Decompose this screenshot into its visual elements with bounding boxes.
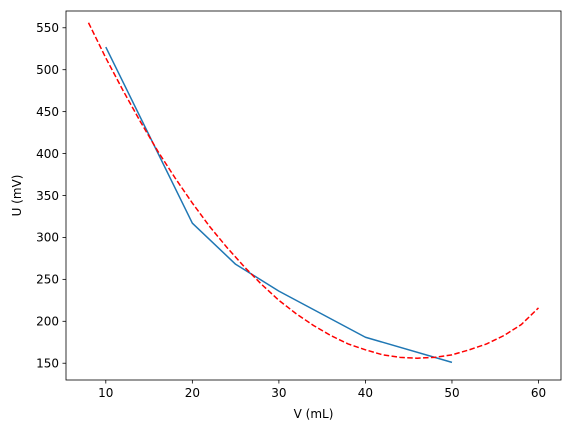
- fit-curve-dashed-line: [87, 22, 540, 359]
- y-tick-label: 500: [36, 63, 59, 77]
- x-tick-label: 40: [358, 386, 373, 400]
- x-tick-label: 20: [185, 386, 200, 400]
- x-tick-label: 10: [98, 386, 113, 400]
- y-tick-label: 300: [36, 231, 59, 245]
- y-tick-label: 400: [36, 147, 59, 161]
- x-tick-label: 50: [444, 386, 459, 400]
- y-tick-label: 550: [36, 21, 59, 35]
- y-tick-label: 350: [36, 189, 59, 203]
- x-tick-label: 60: [531, 386, 546, 400]
- y-tick-label: 150: [36, 357, 59, 371]
- series-layer: [87, 22, 540, 364]
- x-tick-label: 30: [271, 386, 286, 400]
- x-axis-label: V (mL): [294, 407, 334, 421]
- y-tick-label: 450: [36, 105, 59, 119]
- y-axis-ticks: 150 200 250 300 350 400 450 500 550: [36, 21, 66, 371]
- x-axis-ticks: 10 20 30 40 50 60: [98, 380, 546, 400]
- y-tick-label: 200: [36, 315, 59, 329]
- measured-data-line: [105, 46, 453, 364]
- y-axis-label: U (mV): [10, 175, 24, 217]
- y-tick-label: 250: [36, 273, 59, 287]
